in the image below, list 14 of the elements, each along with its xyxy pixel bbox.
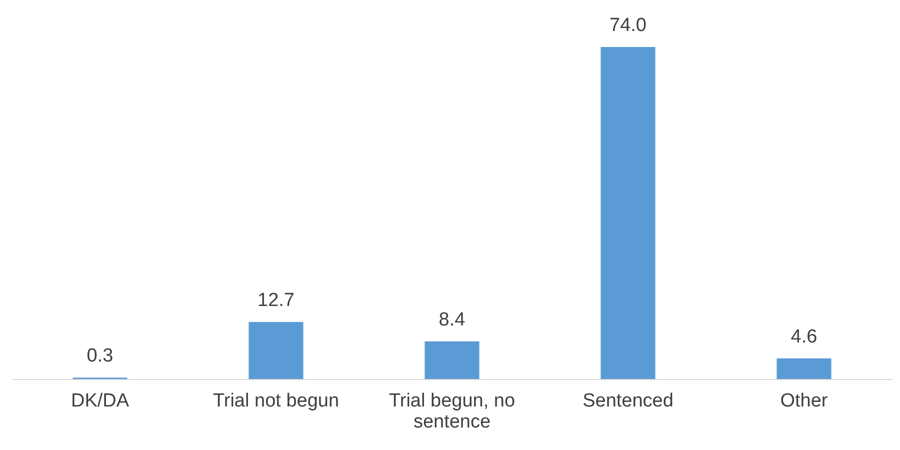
x-tick-label: Sentenced bbox=[582, 390, 674, 412]
x-tick-label: DK/DA bbox=[70, 390, 130, 412]
x-tick-label: Trial not begun bbox=[212, 390, 340, 412]
bar bbox=[248, 322, 304, 379]
x-tick-label: Trial begun, no sentence bbox=[388, 390, 516, 432]
data-label: 0.3 bbox=[86, 346, 114, 367]
bar bbox=[776, 358, 832, 379]
bar bbox=[424, 341, 480, 379]
data-label: 12.7 bbox=[258, 290, 294, 312]
data-label: 74.0 bbox=[610, 15, 646, 36]
data-label: 4.6 bbox=[790, 326, 818, 348]
x-tick-label: Other bbox=[780, 390, 828, 412]
data-label: 8.4 bbox=[438, 309, 466, 330]
bar bbox=[600, 47, 656, 379]
